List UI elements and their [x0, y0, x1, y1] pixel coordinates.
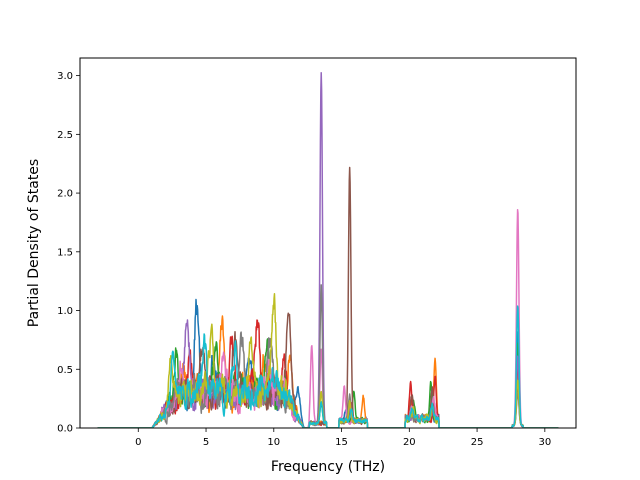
plot-frame	[79, 57, 577, 429]
x-axis-title: Frequency (THz)	[271, 459, 385, 475]
x-tick-label: 5	[203, 437, 209, 448]
y-tick-label: 0.0	[57, 424, 73, 435]
y-axis: 0.0 0.5 1.0 1.5 2.0 2.5 3.0	[57, 71, 80, 435]
y-tick-label: 3.0	[57, 71, 73, 82]
series-line-3	[97, 338, 559, 428]
x-tick-label: 30	[538, 437, 551, 448]
x-tick-label: 15	[335, 437, 348, 448]
y-tick-label: 1.0	[57, 306, 73, 317]
x-tick-label: 10	[267, 437, 280, 448]
series-line-7	[97, 209, 559, 428]
series-line-9	[97, 293, 559, 428]
x-tick-label: 25	[471, 437, 484, 448]
x-tick-label: 20	[403, 437, 416, 448]
y-tick-label: 2.0	[57, 189, 73, 200]
y-tick-label: 2.5	[57, 130, 73, 141]
series-layer	[97, 72, 559, 428]
x-axis: 0 5 10 15 20 25 30	[135, 428, 551, 448]
series-line-8	[97, 284, 559, 428]
y-tick-label: 1.5	[57, 247, 73, 258]
x-tick-label: 0	[135, 437, 141, 448]
y-tick-label: 0.5	[57, 365, 73, 376]
series-line-6	[97, 166, 559, 428]
y-axis-title: Partial Density of States	[26, 159, 42, 327]
series-line-10	[97, 305, 559, 428]
